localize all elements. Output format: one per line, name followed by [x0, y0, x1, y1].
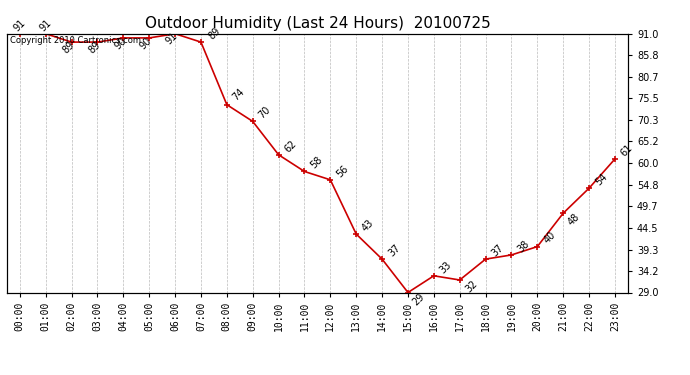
Text: 33: 33 — [438, 259, 454, 275]
Title: Outdoor Humidity (Last 24 Hours)  20100725: Outdoor Humidity (Last 24 Hours) 2010072… — [144, 16, 491, 31]
Text: 38: 38 — [515, 238, 531, 254]
Text: 32: 32 — [464, 279, 480, 294]
Text: 74: 74 — [231, 87, 247, 102]
Text: 48: 48 — [566, 212, 582, 228]
Text: 43: 43 — [360, 217, 376, 233]
Text: 91: 91 — [164, 31, 179, 47]
Text: 91: 91 — [12, 17, 27, 33]
Text: 58: 58 — [308, 155, 324, 171]
Text: 91: 91 — [37, 17, 53, 33]
Text: 37: 37 — [386, 243, 402, 258]
Text: 54: 54 — [593, 172, 609, 188]
Text: 29: 29 — [411, 291, 426, 307]
Text: 89: 89 — [86, 39, 102, 55]
Text: 61: 61 — [619, 142, 635, 158]
Text: 89: 89 — [206, 26, 222, 41]
Text: 90: 90 — [138, 35, 154, 51]
Text: 89: 89 — [61, 39, 76, 55]
Text: 56: 56 — [335, 163, 351, 179]
Text: Copyright 2010 Cartronics.com: Copyright 2010 Cartronics.com — [10, 36, 141, 45]
Text: 62: 62 — [283, 138, 299, 154]
Text: 90: 90 — [112, 35, 128, 51]
Text: 70: 70 — [257, 105, 273, 121]
Text: 40: 40 — [542, 230, 558, 246]
Text: 37: 37 — [490, 243, 506, 258]
